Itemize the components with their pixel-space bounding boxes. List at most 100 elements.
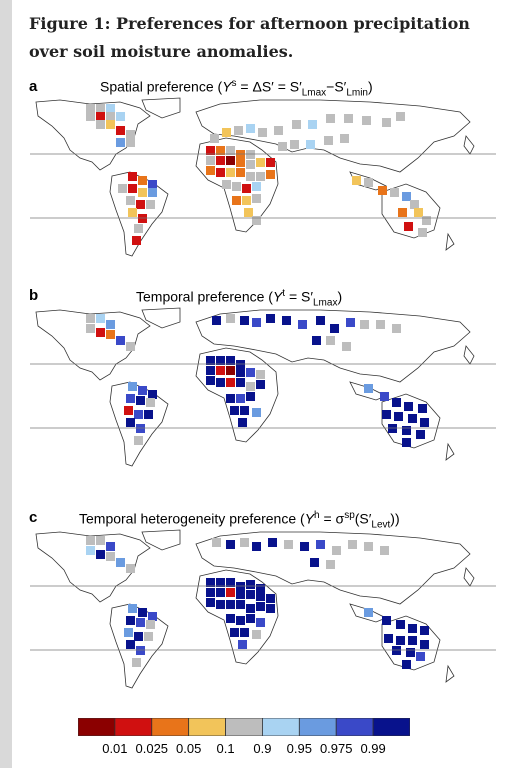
grid-cell	[226, 578, 235, 587]
colorbar-segment	[78, 718, 116, 736]
colorbar-tick-label: 0.05	[176, 741, 202, 756]
grid-cell	[128, 604, 137, 613]
grid-cell	[384, 634, 393, 643]
grid-cell	[206, 366, 215, 375]
grid-cell	[240, 316, 249, 325]
grid-cell	[106, 552, 115, 561]
grid-cell	[404, 222, 413, 231]
grid-cell	[392, 324, 401, 333]
colorbar-segment	[114, 718, 153, 736]
grid-cell	[86, 324, 95, 333]
grid-cell	[282, 316, 291, 325]
grid-cell	[316, 316, 325, 325]
grid-cell	[256, 618, 265, 627]
grid-cell	[364, 608, 373, 617]
grid-cell	[240, 538, 249, 547]
panel-letter-b: b	[29, 287, 39, 304]
grid-cell	[326, 114, 335, 123]
grid-cell	[96, 104, 105, 113]
grid-cell	[206, 146, 215, 155]
land-outline	[445, 664, 455, 683]
grid-cell	[226, 314, 235, 323]
grid-cell	[236, 582, 245, 591]
grid-cell	[106, 320, 115, 329]
grid-cell	[148, 390, 157, 399]
grid-cell	[246, 160, 255, 169]
grid-cell	[86, 314, 95, 323]
land-outline	[445, 232, 455, 251]
grid-cell	[236, 168, 245, 177]
grid-cell	[212, 538, 221, 547]
grid-cell	[402, 426, 411, 435]
grid-cell	[274, 126, 283, 135]
grid-cell	[332, 546, 341, 555]
grid-cell	[126, 196, 135, 205]
grid-cell	[252, 182, 261, 191]
colorbar-tick-label: 0.025	[135, 741, 169, 756]
grid-cell	[236, 616, 245, 625]
grid-cell	[206, 588, 215, 597]
grid-cell	[268, 538, 277, 547]
grid-cell	[86, 104, 95, 113]
colorbar-segment	[335, 718, 374, 736]
grid-cell	[316, 540, 325, 549]
grid-cell	[236, 394, 245, 403]
grid-cell	[392, 646, 401, 655]
grid-cell	[346, 318, 355, 327]
grid-cell	[222, 180, 231, 189]
colorbar-tick-label: 0.975	[319, 741, 353, 756]
grid-cell	[306, 140, 315, 149]
grid-cell	[256, 584, 265, 593]
grid-cell	[398, 208, 407, 217]
grid-cell	[408, 624, 417, 633]
colorbar-labels: 0.01 0.025 0.05 0.1 0.9 0.95 0.975 0.99	[0, 741, 521, 759]
grid-cell	[96, 550, 105, 559]
grid-cell	[234, 126, 243, 135]
grid-cell	[116, 336, 125, 345]
grid-cell	[96, 112, 105, 121]
grid-cell	[222, 128, 231, 137]
grid-cell	[212, 316, 221, 325]
grid-cell	[216, 146, 225, 155]
grid-cell	[138, 188, 147, 197]
colorbar-tick-label: 0.95	[286, 741, 312, 756]
grid-cell	[352, 176, 361, 185]
grid-cell	[396, 620, 405, 629]
grid-cell	[96, 314, 105, 323]
grid-cell	[106, 120, 115, 129]
grid-cell	[124, 406, 133, 415]
grid-cell	[246, 172, 255, 181]
grid-cell	[96, 328, 105, 337]
land-outline	[141, 97, 181, 119]
grid-cell	[116, 558, 125, 567]
grid-cell	[206, 578, 215, 587]
grid-cell	[126, 616, 135, 625]
grid-cell	[86, 112, 95, 121]
colorbar-tick-label: 0.9	[253, 741, 272, 756]
grid-cell	[344, 114, 353, 123]
grid-cell	[216, 600, 225, 609]
grid-cell	[236, 360, 245, 369]
grid-cell	[136, 424, 145, 433]
grid-cell	[236, 158, 245, 167]
grid-cell	[298, 320, 307, 329]
grid-cell	[96, 536, 105, 545]
grid-cell	[134, 410, 143, 419]
grid-cell	[146, 200, 155, 209]
map-temporal-preference	[30, 306, 496, 491]
land-outline	[141, 307, 181, 329]
grid-cell	[126, 564, 135, 573]
grid-cell	[252, 194, 261, 203]
grid-cell	[380, 392, 389, 401]
grid-cell	[348, 540, 357, 549]
grid-cell	[148, 612, 157, 621]
panel-letter-c: c	[29, 509, 38, 526]
grid-cell	[396, 112, 405, 121]
grid-cell	[128, 184, 137, 193]
grid-cell	[138, 608, 147, 617]
grid-cell	[256, 592, 265, 601]
grid-cell	[126, 130, 135, 139]
grid-cell	[138, 176, 147, 185]
grid-cell	[116, 112, 125, 121]
grid-cell	[136, 396, 145, 405]
